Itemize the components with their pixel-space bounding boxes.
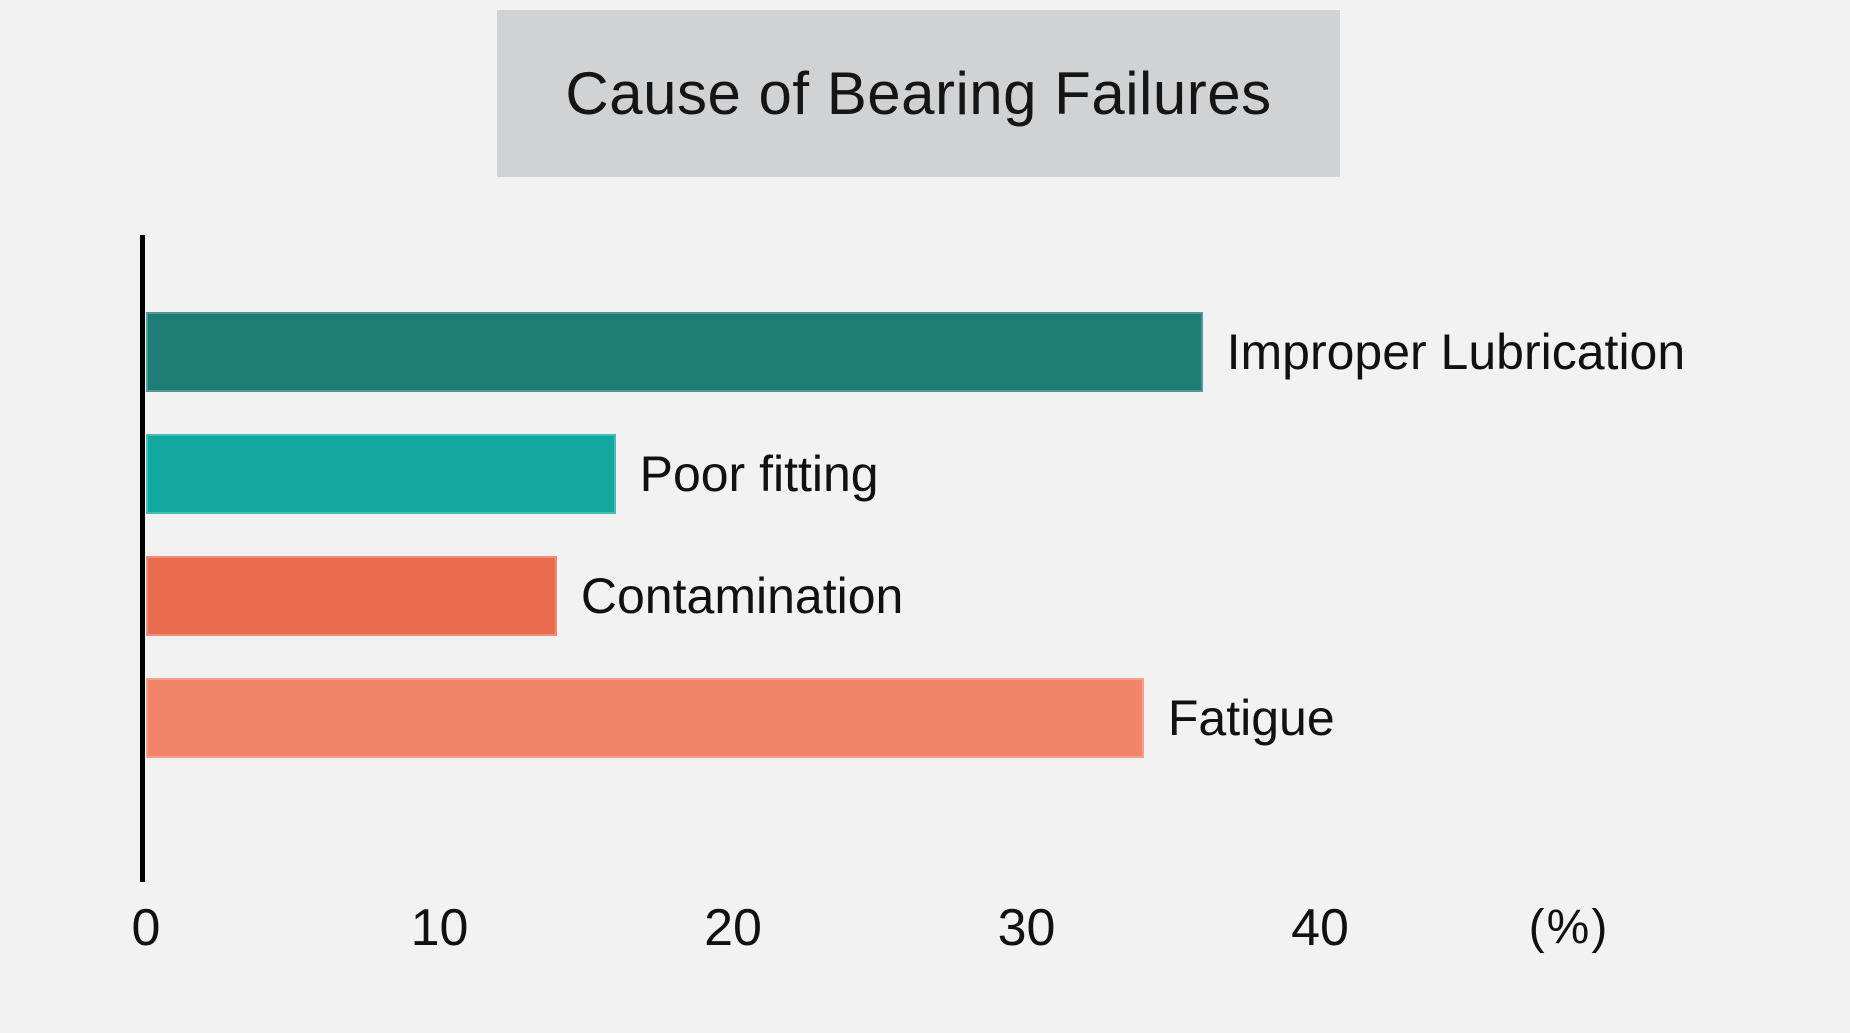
- y-axis-line: [140, 235, 145, 882]
- x-axis-unit-label: (%): [1528, 901, 1610, 954]
- bar-category-label: Improper Lubrication: [1226, 324, 1686, 380]
- chart-title-box: Cause of Bearing Failures: [497, 10, 1340, 177]
- bar-poor-fitting: [146, 434, 616, 514]
- x-axis-tick-label: 10: [410, 899, 469, 957]
- bar-category-label: Poor fitting: [639, 446, 879, 502]
- x-axis-tick-label: 0: [131, 899, 161, 957]
- bar-contamination: [146, 556, 557, 636]
- x-axis-tick-label: 40: [1291, 899, 1349, 957]
- x-axis-tick-label: 30: [997, 899, 1056, 957]
- bar-improper-lubrication: [146, 312, 1203, 392]
- x-axis-tick-label: 20: [704, 899, 762, 957]
- chart-title: Cause of Bearing Failures: [565, 60, 1272, 127]
- bar-category-label: Contamination: [580, 568, 904, 624]
- bar-category-label: Fatigue: [1167, 690, 1335, 746]
- bar-fatigue: [146, 678, 1144, 758]
